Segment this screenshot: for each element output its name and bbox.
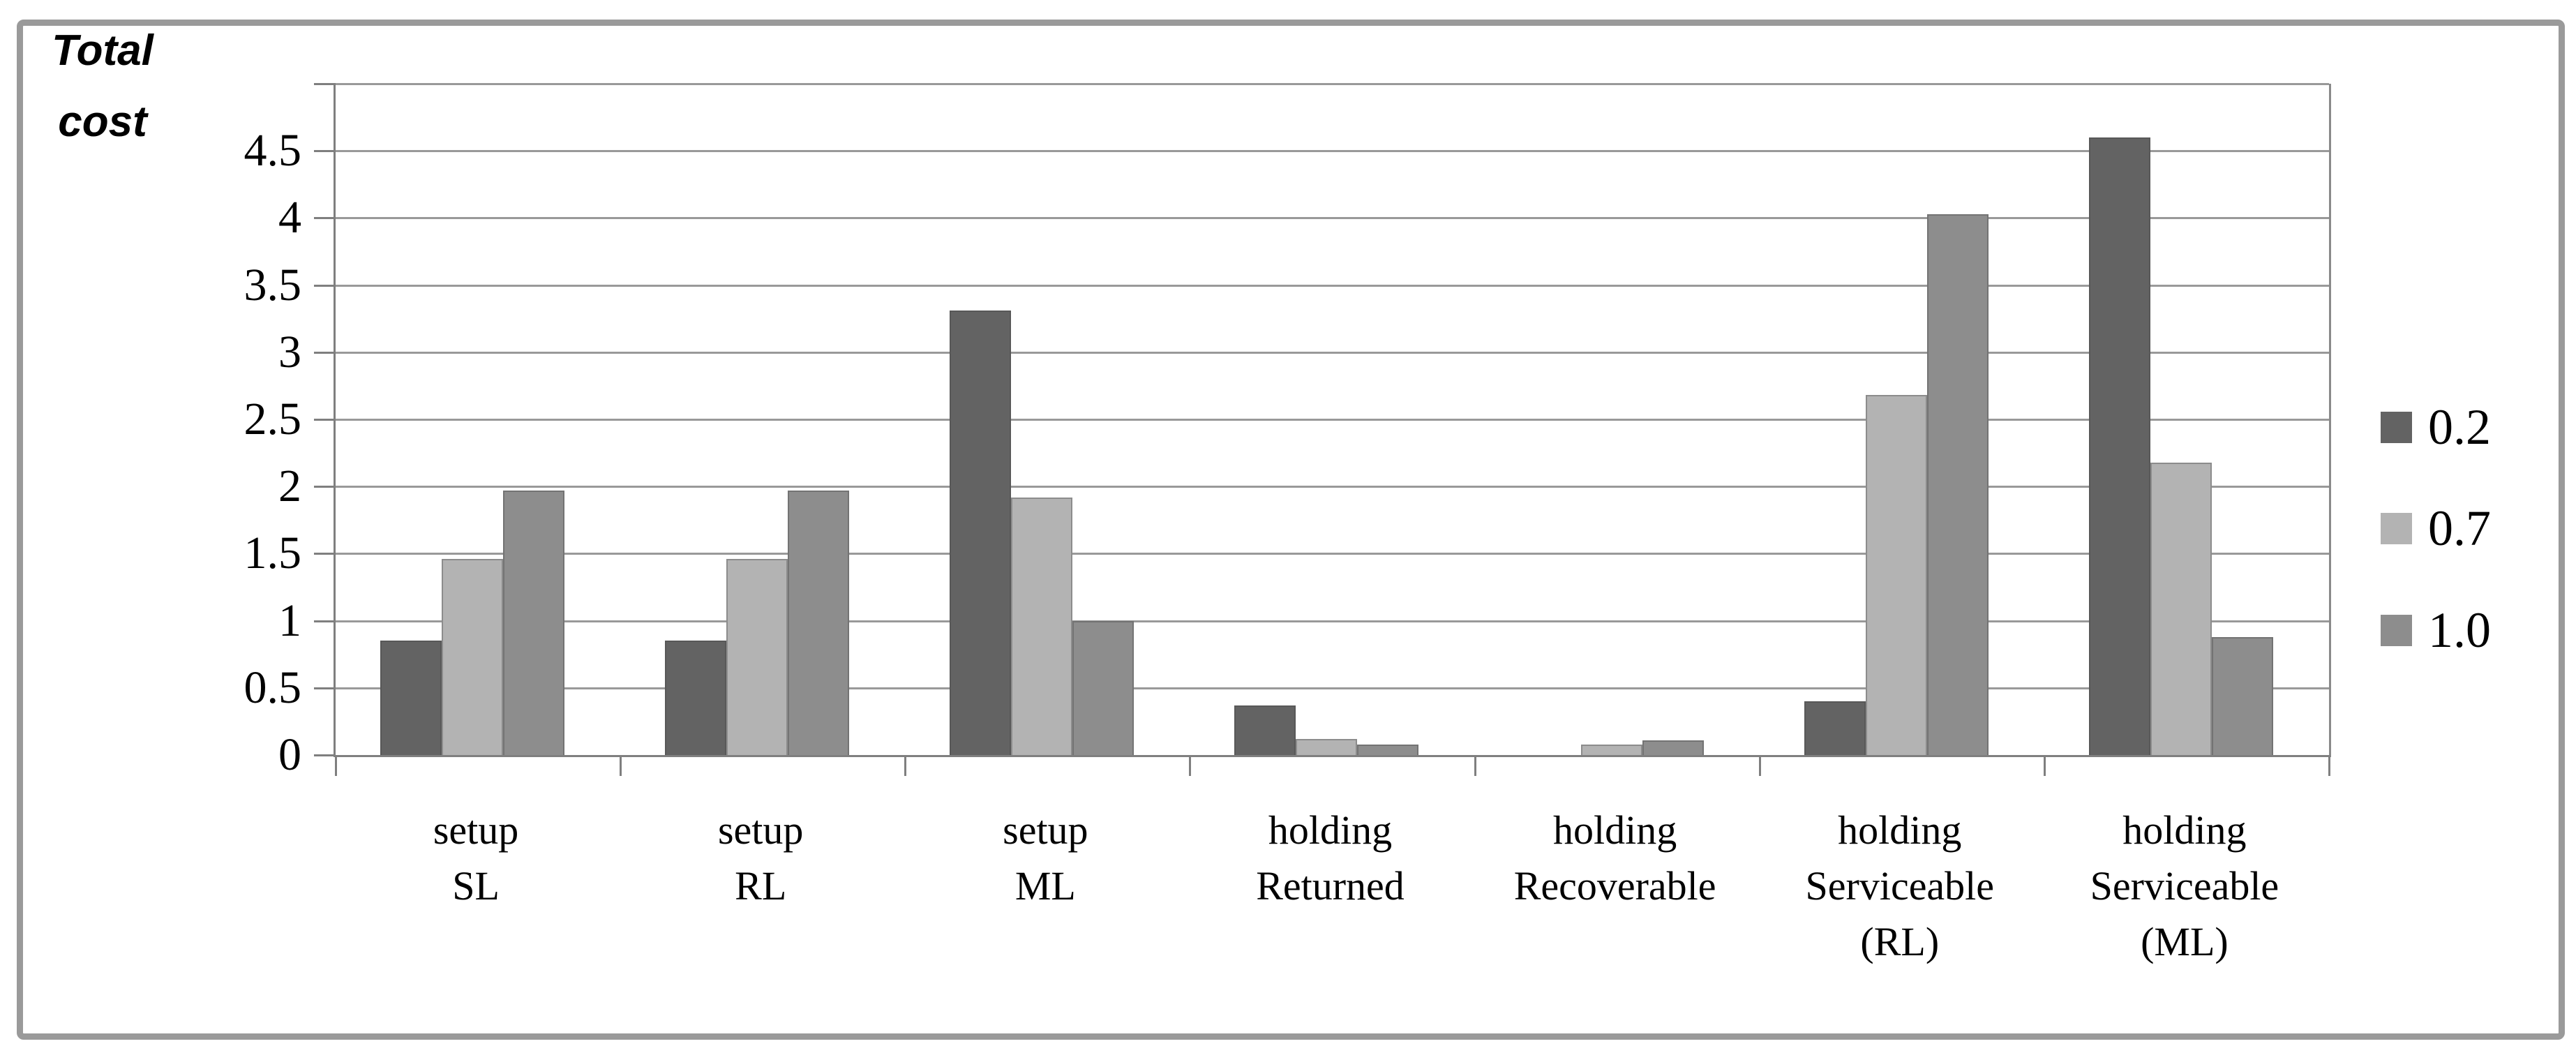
y-tick-label: 4 (278, 192, 301, 244)
y-tick-label: 2.5 (244, 394, 302, 444)
bar-0_7 (442, 559, 503, 755)
y-axis-tick (314, 754, 336, 756)
legend-item: 0.2 (2375, 394, 2570, 461)
y-tick-label: 0.5 (244, 662, 302, 713)
legend-swatch (2381, 412, 2412, 443)
category-label: setup SL (433, 807, 519, 909)
bar-1_0 (788, 490, 850, 755)
category-label: setup ML (1003, 807, 1088, 909)
gridline (336, 217, 2329, 220)
legend-swatch (2381, 513, 2412, 544)
x-axis-tick (335, 755, 337, 776)
category-label: holding Serviceable (ML) (2090, 807, 2279, 964)
y-axis-tick (314, 284, 336, 287)
category-label: setup RL (717, 807, 804, 909)
bar-0_7 (726, 559, 788, 755)
y-axis-tick (314, 419, 336, 421)
gridline (336, 486, 2329, 488)
legend-label: 0.2 (2428, 399, 2491, 455)
bar-0_2 (1234, 705, 1296, 755)
category-label: holding Serviceable (RL) (1805, 807, 1995, 964)
bar-0_2 (950, 311, 1012, 755)
x-axis-tick (1759, 755, 1761, 776)
bar-0_2 (380, 641, 442, 755)
y-tick-label: 0 (278, 729, 301, 780)
gridline (336, 553, 2329, 555)
gridline (336, 419, 2329, 421)
bar-1_0 (1072, 620, 1135, 755)
gridline (336, 83, 2329, 85)
bar-0_2 (2088, 137, 2150, 755)
y-tick-label: 2 (278, 461, 301, 512)
bar-group (2044, 84, 2329, 755)
bar-1_0 (503, 490, 564, 755)
legend-label: 1.0 (2428, 602, 2491, 658)
bar-0_7 (1865, 395, 1927, 755)
x-axis-tick (1189, 755, 1191, 776)
gridline (336, 284, 2329, 287)
y-tick-label: 3 (278, 326, 301, 378)
category-label: holding Recoverable (1513, 807, 1716, 909)
bar-0_2 (665, 641, 727, 755)
bar-group (905, 84, 1190, 755)
y-axis-tick (314, 150, 336, 153)
y-tick-label: 3.5 (244, 259, 302, 311)
bar-1_0 (2211, 636, 2273, 755)
plot-area (314, 83, 2331, 776)
y-axis-tick (314, 217, 336, 220)
legend-item: 1.0 (2375, 597, 2570, 664)
bar-1_0 (1642, 740, 1704, 755)
bar-0_7 (1296, 738, 1358, 755)
category-label: holding Returned (1256, 807, 1405, 909)
legend-item: 0.7 (2375, 495, 2570, 562)
bar-group (1475, 84, 1760, 755)
legend-label: 0.7 (2428, 500, 2491, 556)
y-tick-label: 4.5 (244, 125, 302, 177)
x-axis-tick (2044, 755, 2046, 776)
bar-group (1190, 84, 1474, 755)
gridline (336, 687, 2329, 689)
bar-group (620, 84, 905, 755)
y-axis-tick (314, 83, 336, 85)
y-tick-label: 1.5 (244, 528, 302, 579)
bar-1_0 (1357, 744, 1419, 755)
y-axis-tick (314, 687, 336, 689)
y-tick-label: 1 (278, 595, 301, 646)
y-axis-title: Total cost (52, 27, 153, 146)
y-axis-tick (314, 486, 336, 488)
x-axis-tick (904, 755, 906, 776)
bar-1_0 (1926, 214, 1989, 755)
bar-0_7 (1011, 497, 1073, 755)
bar-0_7 (1580, 744, 1642, 755)
gridline (336, 351, 2329, 354)
bar-group (1760, 84, 2044, 755)
bar-0_7 (2150, 462, 2212, 755)
gridline (336, 150, 2329, 153)
x-axis-tick (620, 755, 622, 776)
bar-0_2 (1804, 701, 1866, 755)
legend-swatch (2381, 615, 2412, 646)
x-axis-tick (1474, 755, 1476, 776)
gridline (336, 620, 2329, 622)
x-axis-tick (2328, 755, 2330, 776)
bar-group (336, 84, 620, 755)
y-axis-tick (314, 553, 336, 555)
y-axis-tick (314, 351, 336, 354)
y-axis-tick (314, 620, 336, 622)
